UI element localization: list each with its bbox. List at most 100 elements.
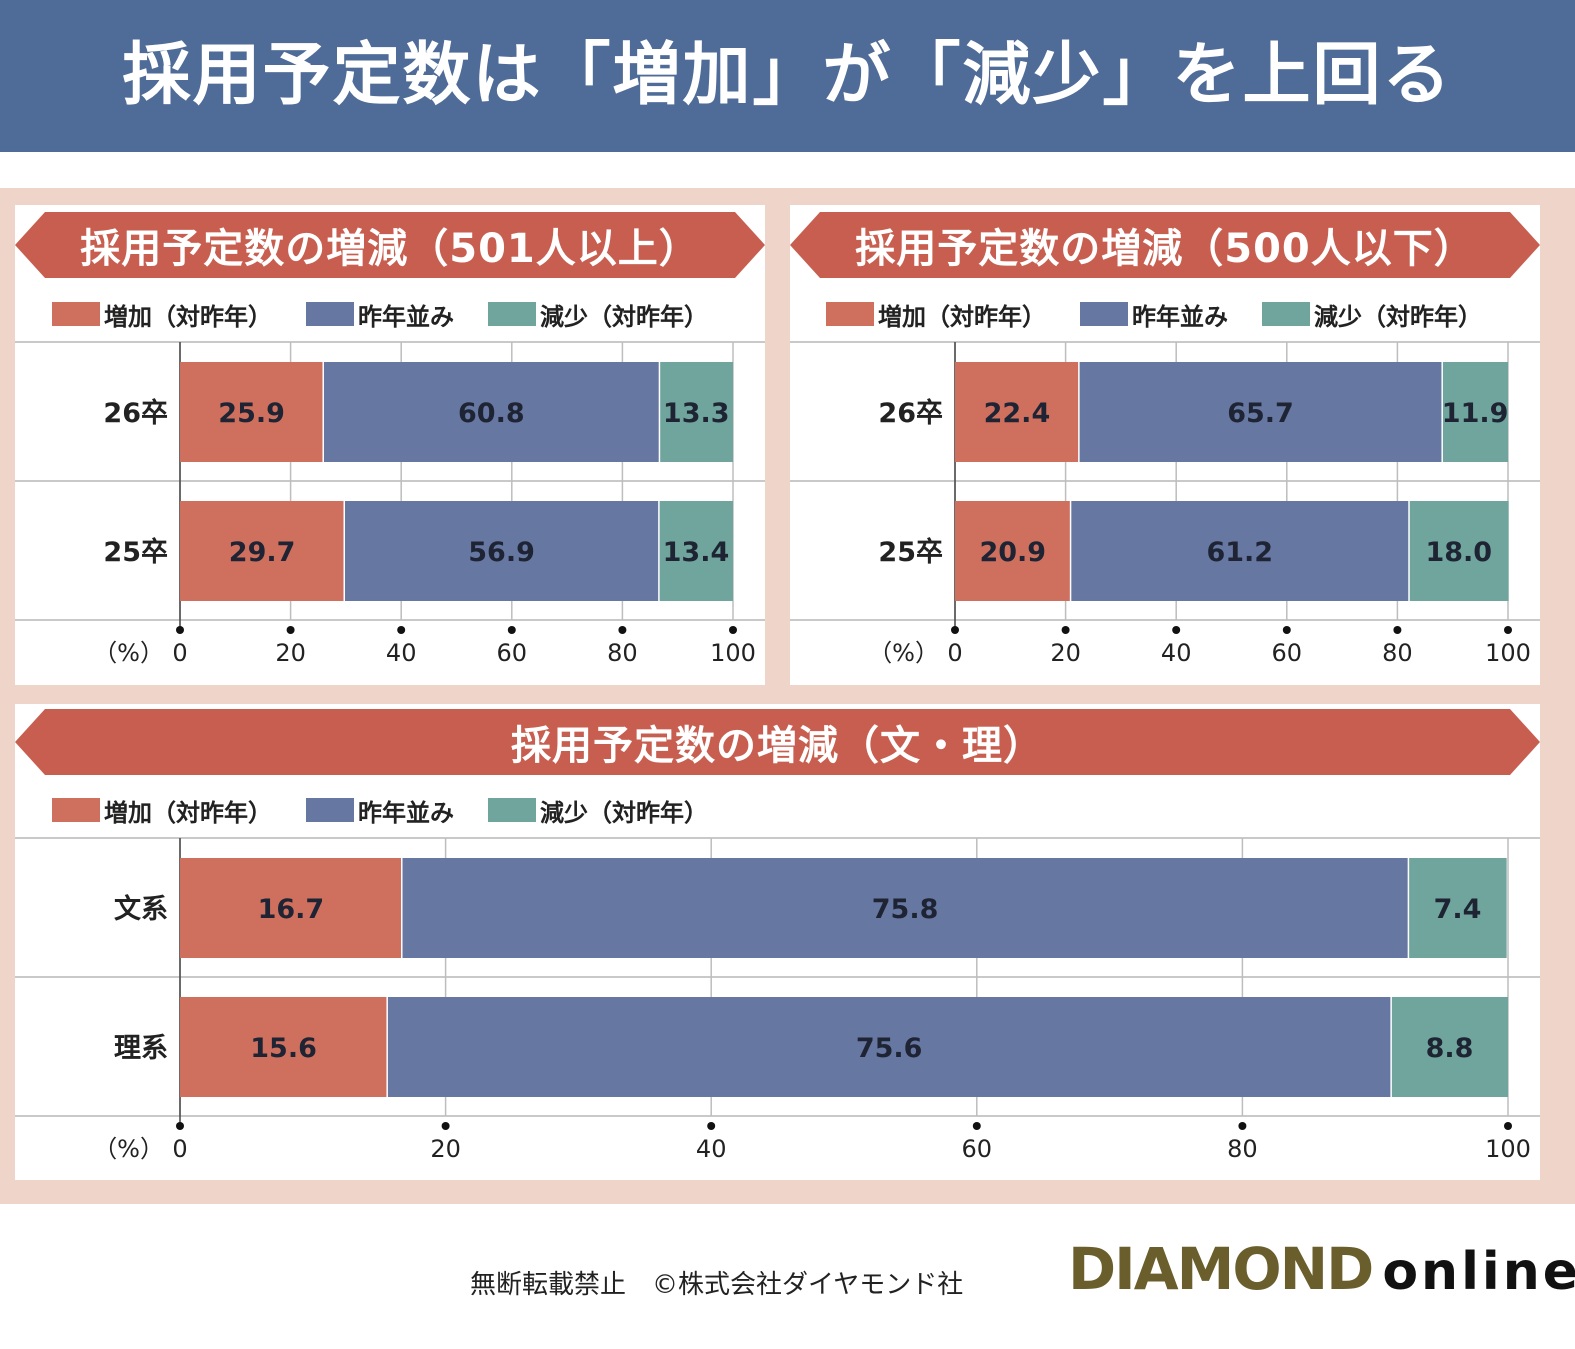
chart-legend: 増加（対昨年） 昨年並み 減少（対昨年） [52, 793, 742, 828]
data-label: 13.3 [663, 398, 730, 429]
tick-dot [397, 626, 406, 634]
tick-label: 100 [710, 639, 756, 667]
tick-label: 80 [1227, 1135, 1258, 1163]
chart-title: 採用予定数の増減（文・理） [511, 723, 1044, 769]
legend-swatch [1262, 302, 1310, 326]
tick-dot [951, 626, 959, 634]
legend-swatch [826, 302, 874, 326]
data-label: 8.8 [1426, 1033, 1474, 1064]
data-label: 56.9 [468, 537, 535, 568]
category-label: 25卒 [103, 536, 168, 568]
data-label: 16.7 [258, 894, 325, 925]
bar-segment [180, 362, 324, 462]
legend-label: 昨年並み [1132, 302, 1228, 331]
chart-title: 採用予定数の増減（501人以上） [80, 226, 700, 272]
legend-item-same: 昨年並み [306, 793, 454, 828]
bar-segment [1078, 362, 1443, 462]
data-label: 18.0 [1425, 537, 1492, 568]
tick-dot [1172, 626, 1181, 634]
axis-unit-label: （%） [93, 1135, 164, 1163]
tick-dot [441, 1122, 450, 1130]
legend-label: 減少（対昨年） [540, 798, 708, 827]
chart-title-ribbon [790, 212, 1540, 278]
bar-segment [180, 997, 388, 1097]
copyright-notice: 無断転載禁止 ©株式会社ダイヤモンド社 [470, 1270, 964, 1300]
legend-swatch [306, 302, 354, 326]
tick-dot [176, 626, 184, 634]
bar-segment [658, 501, 733, 601]
category-label: 26卒 [878, 397, 943, 429]
category-label: 26卒 [103, 397, 168, 429]
data-label: 29.7 [229, 537, 296, 568]
legend-item-same: 昨年並み [306, 297, 454, 332]
chart-legend: 増加（対昨年） 昨年並み 減少（対昨年） [826, 297, 1516, 332]
tick-label: 40 [386, 639, 417, 667]
legend-label: 昨年並み [358, 798, 454, 827]
legend-label: 減少（対昨年） [540, 302, 708, 331]
legend-swatch [488, 798, 536, 822]
brand-logo-main: DIAMOND [1068, 1235, 1374, 1303]
data-label: 11.9 [1442, 398, 1509, 429]
category-label: 文系 [114, 893, 168, 925]
tick-dot [286, 626, 295, 634]
legend-swatch [488, 302, 536, 326]
tick-dot [1282, 626, 1291, 634]
bar-segment [955, 362, 1079, 462]
tick-dot [1504, 1122, 1512, 1130]
legend-swatch [306, 798, 354, 822]
tick-dot [176, 1122, 184, 1130]
legend-swatch [52, 798, 100, 822]
bar-segment [180, 501, 345, 601]
category-label: 理系 [114, 1033, 168, 1064]
tick-dot [507, 626, 516, 634]
tick-label: 0 [947, 639, 962, 667]
data-label: 7.4 [1434, 894, 1482, 925]
tick-dot [1238, 1122, 1247, 1130]
brand-logo: DIAMOND online [1068, 1236, 1575, 1317]
bar-segment [1442, 362, 1508, 462]
data-label: 13.4 [663, 537, 730, 568]
tick-label: 80 [1382, 639, 1413, 667]
tick-label: 100 [1485, 639, 1531, 667]
tick-dot [729, 626, 737, 634]
tick-dot [1504, 626, 1512, 634]
tick-dot [618, 626, 627, 634]
tick-label: 60 [962, 1135, 993, 1163]
tick-label: 20 [430, 1135, 461, 1163]
tick-label: 60 [1272, 639, 1303, 667]
header-banner: 採用予定数は「増加」が「減少」を上回る [0, 0, 1575, 152]
legend-item-decrease: 減少（対昨年） [1262, 297, 1482, 332]
legend-swatch [52, 302, 100, 326]
legend-item-increase: 増加（対昨年） [52, 297, 272, 332]
legend-label: 増加（対昨年） [878, 302, 1046, 331]
data-label: 15.6 [250, 1033, 317, 1064]
bar-segment [401, 858, 1409, 958]
tick-label: 20 [275, 639, 306, 667]
legend-item-same: 昨年並み [1080, 297, 1228, 332]
legend-label: 昨年並み [358, 302, 454, 331]
legend-item-decrease: 減少（対昨年） [488, 793, 708, 828]
tick-label: 20 [1050, 639, 1081, 667]
tick-label: 100 [1485, 1135, 1531, 1163]
tick-label: 80 [607, 639, 638, 667]
tick-dot [707, 1122, 716, 1130]
category-label: 25卒 [878, 536, 943, 568]
bar-segment [1409, 501, 1509, 601]
tick-dot [972, 1122, 981, 1130]
data-label: 61.2 [1206, 537, 1273, 568]
legend-item-decrease: 減少（対昨年） [488, 297, 708, 332]
legend-item-increase: 増加（対昨年） [52, 793, 272, 828]
chart-title-ribbon [15, 212, 765, 278]
bar-segment [323, 362, 660, 462]
bar-segment [1408, 858, 1507, 958]
legend-label: 減少（対昨年） [1314, 302, 1482, 331]
bar-segment [1070, 501, 1410, 601]
data-label: 20.9 [979, 537, 1046, 568]
data-label: 25.9 [218, 398, 285, 429]
chart-title-ribbon [15, 709, 1540, 775]
tick-dot [1061, 626, 1070, 634]
bar-segment [180, 858, 402, 958]
data-label: 65.7 [1227, 398, 1294, 429]
data-label: 75.8 [872, 894, 939, 925]
legend-label: 増加（対昨年） [104, 798, 272, 827]
